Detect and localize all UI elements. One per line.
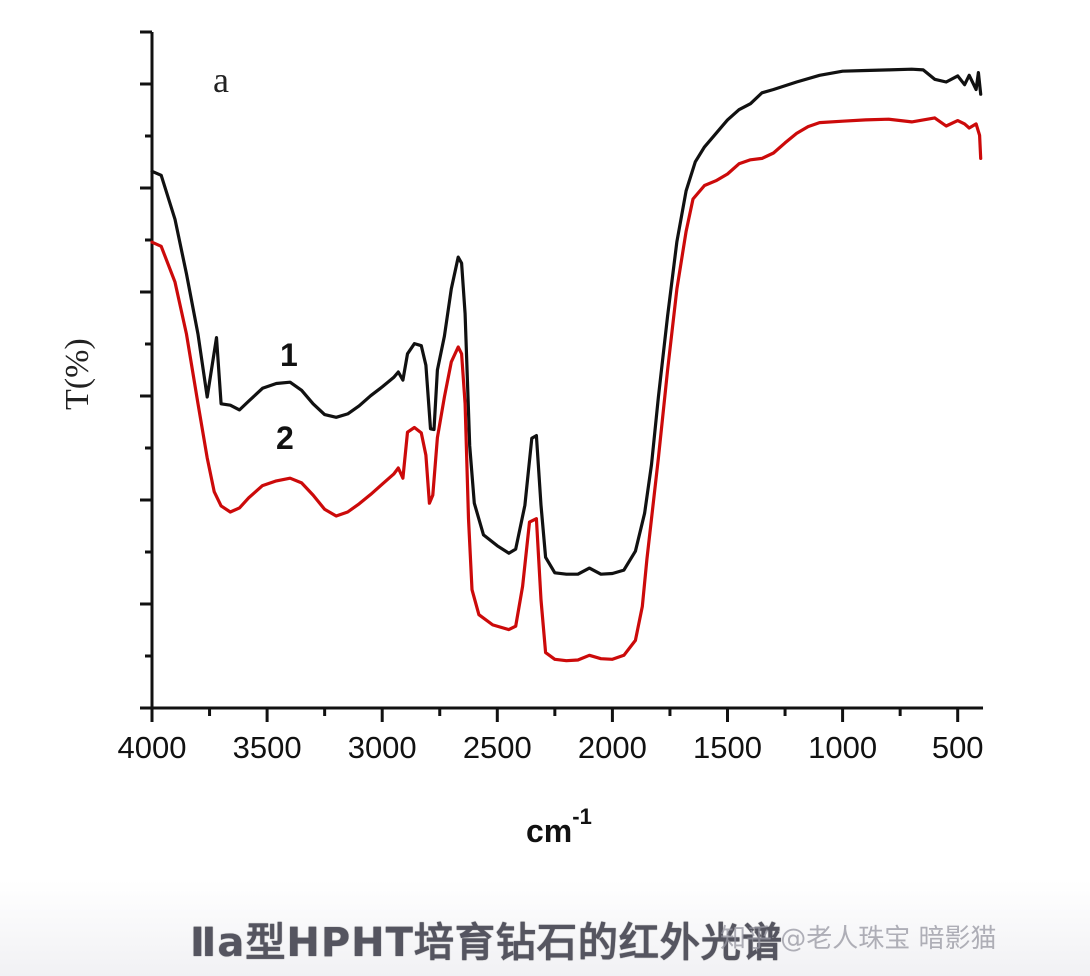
watermark: 知乎 @老人珠宝 暗影猫: [720, 924, 997, 954]
x-tick-label: 3500: [233, 730, 302, 765]
labels-layer: a 1 2 T(%) cm-1: [59, 60, 592, 849]
x-tick-label: 4000: [118, 730, 187, 765]
figure-caption: Ⅱa型HPHT培育钻石的红外光谱: [190, 920, 783, 966]
x-tick-label: 2500: [463, 730, 532, 765]
series-line-2: [150, 116, 983, 663]
y-axis-title: T(%): [59, 338, 96, 410]
x-tick-label: 500: [932, 730, 984, 765]
axes: 4000 3500 3000 2500 2000 1500 1000 500: [118, 30, 984, 765]
ir-spectrum-chart: 4000 3500 3000 2500 2000 1500 1000 500 a 1 2 T(…: [59, 30, 984, 849]
x-tick-label: 1000: [808, 730, 877, 765]
series-line-1: [150, 67, 983, 576]
panel-label: a: [213, 60, 229, 100]
x-axis-title-superscript: -1: [572, 804, 592, 829]
series-layer: [150, 67, 983, 663]
caption-bar: [0, 880, 1090, 976]
x-tick-label: 1500: [693, 730, 762, 765]
x-tick-label: 2000: [578, 730, 647, 765]
x-axis-title-unit: cm: [526, 813, 572, 849]
x-axis-title: cm-1: [526, 804, 592, 849]
series-label-1: 1: [280, 337, 298, 373]
series-label-2: 2: [276, 420, 294, 456]
x-tick-label: 3000: [348, 730, 417, 765]
